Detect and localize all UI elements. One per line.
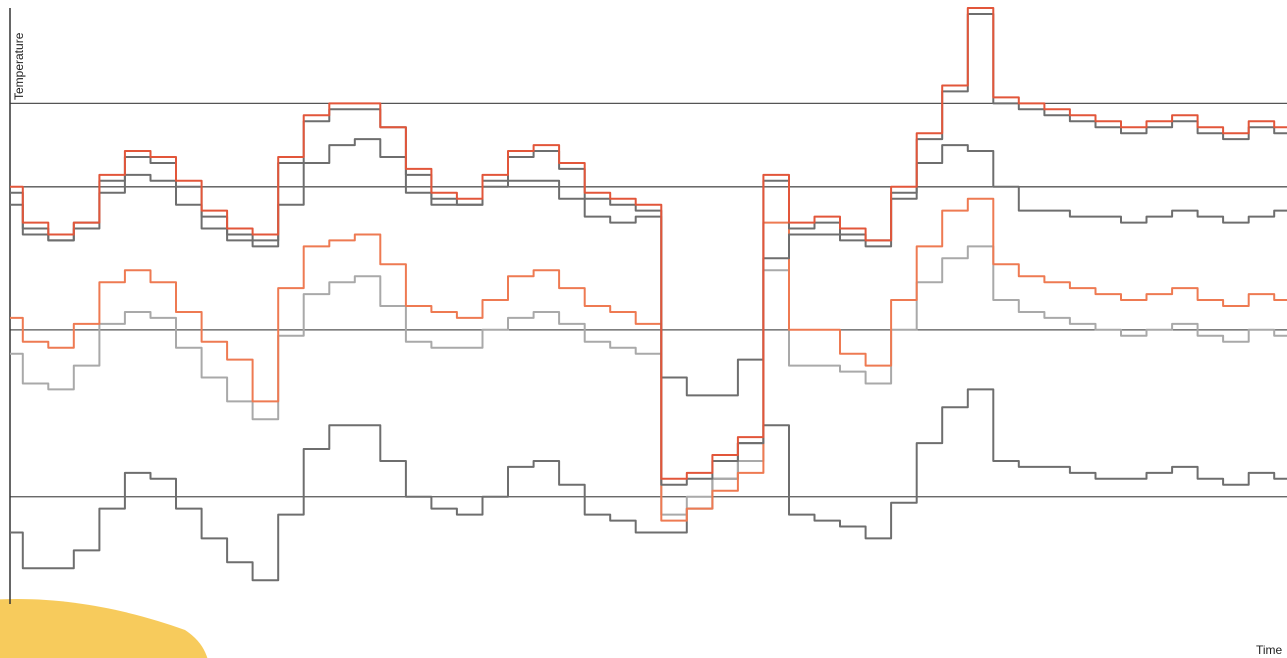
series-line-4: [10, 197, 1287, 522]
decorative-highlight-blob: [0, 599, 208, 658]
series-layer: [10, 7, 1287, 582]
series-line-2: [10, 13, 1287, 486]
reference-lines: [10, 102, 1287, 498]
y-axis-label: Temperature: [12, 32, 26, 100]
series-line-1: [10, 7, 1287, 480]
series-line-5: [10, 245, 1287, 516]
series-line-3: [10, 138, 1287, 397]
series-line-6: [10, 388, 1287, 582]
x-axis-label: Time: [1256, 643, 1283, 657]
